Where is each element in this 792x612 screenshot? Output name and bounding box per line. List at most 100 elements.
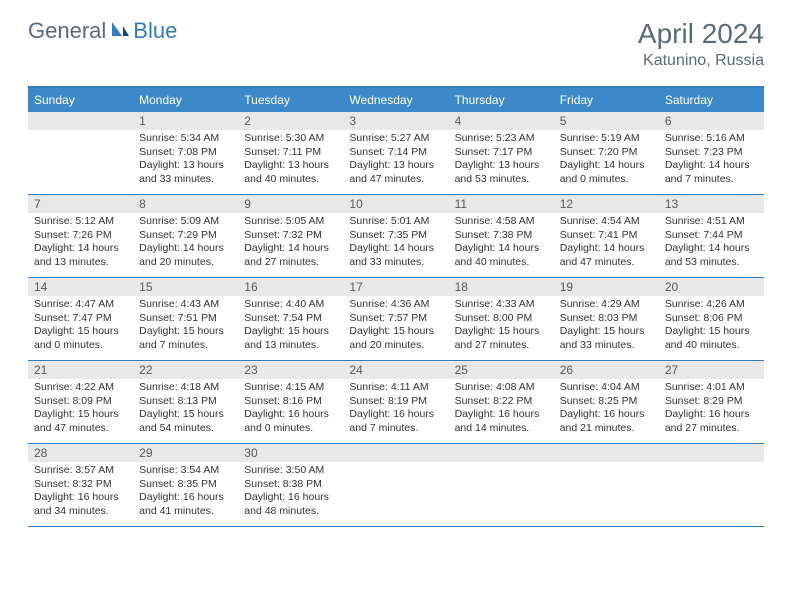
day-number: 3: [343, 112, 448, 130]
detail-line: Sunrise: 3:57 AM: [34, 464, 127, 478]
detail-line: Sunrise: 5:01 AM: [349, 215, 442, 229]
detail-line: Daylight: 14 hours and 47 minutes.: [560, 242, 653, 269]
day-cell: 29Sunrise: 3:54 AMSunset: 8:35 PMDayligh…: [133, 444, 238, 526]
week-row: 28Sunrise: 3:57 AMSunset: 8:32 PMDayligh…: [28, 444, 764, 527]
detail-line: Daylight: 13 hours and 53 minutes.: [455, 159, 548, 186]
day-number: 15: [133, 278, 238, 296]
day-cell: 11Sunrise: 4:58 AMSunset: 7:38 PMDayligh…: [449, 195, 554, 277]
day-details: Sunrise: 4:18 AMSunset: 8:13 PMDaylight:…: [133, 379, 238, 436]
detail-line: Daylight: 14 hours and 20 minutes.: [139, 242, 232, 269]
day-details: [449, 462, 554, 464]
weekday-wed: Wednesday: [343, 88, 448, 112]
day-number: 7: [28, 195, 133, 213]
detail-line: Sunset: 7:32 PM: [244, 229, 337, 243]
detail-line: Sunset: 8:25 PM: [560, 395, 653, 409]
day-details: Sunrise: 5:12 AMSunset: 7:26 PMDaylight:…: [28, 213, 133, 270]
detail-line: Sunset: 7:08 PM: [139, 146, 232, 160]
detail-line: Daylight: 15 hours and 0 minutes.: [34, 325, 127, 352]
day-cell: 19Sunrise: 4:29 AMSunset: 8:03 PMDayligh…: [554, 278, 659, 360]
day-details: Sunrise: 4:36 AMSunset: 7:57 PMDaylight:…: [343, 296, 448, 353]
detail-line: Sunset: 8:32 PM: [34, 478, 127, 492]
day-number: 20: [659, 278, 764, 296]
detail-line: Sunset: 8:13 PM: [139, 395, 232, 409]
detail-line: Daylight: 15 hours and 27 minutes.: [455, 325, 548, 352]
day-number: 30: [238, 444, 343, 462]
day-details: Sunrise: 3:54 AMSunset: 8:35 PMDaylight:…: [133, 462, 238, 519]
day-cell: 21Sunrise: 4:22 AMSunset: 8:09 PMDayligh…: [28, 361, 133, 443]
day-cell: 14Sunrise: 4:47 AMSunset: 7:47 PMDayligh…: [28, 278, 133, 360]
day-details: Sunrise: 4:26 AMSunset: 8:06 PMDaylight:…: [659, 296, 764, 353]
day-details: Sunrise: 4:08 AMSunset: 8:22 PMDaylight:…: [449, 379, 554, 436]
detail-line: Sunrise: 4:08 AM: [455, 381, 548, 395]
week-row: 1Sunrise: 5:34 AMSunset: 7:08 PMDaylight…: [28, 112, 764, 195]
day-details: Sunrise: 3:57 AMSunset: 8:32 PMDaylight:…: [28, 462, 133, 519]
day-cell: [659, 444, 764, 526]
day-number: 9: [238, 195, 343, 213]
day-details: [343, 462, 448, 464]
day-number: [343, 444, 448, 462]
day-number: 14: [28, 278, 133, 296]
detail-line: Daylight: 15 hours and 7 minutes.: [139, 325, 232, 352]
day-cell: [28, 112, 133, 194]
day-number: [28, 112, 133, 130]
day-details: Sunrise: 5:16 AMSunset: 7:23 PMDaylight:…: [659, 130, 764, 187]
detail-line: Sunset: 8:29 PM: [665, 395, 758, 409]
day-details: [659, 462, 764, 464]
weekday-mon: Monday: [133, 88, 238, 112]
detail-line: Sunset: 7:44 PM: [665, 229, 758, 243]
day-details: Sunrise: 4:22 AMSunset: 8:09 PMDaylight:…: [28, 379, 133, 436]
detail-line: Daylight: 16 hours and 0 minutes.: [244, 408, 337, 435]
calendar-grid: Sunday Monday Tuesday Wednesday Thursday…: [28, 86, 764, 527]
day-number: [659, 444, 764, 462]
day-cell: [554, 444, 659, 526]
detail-line: Sunset: 8:06 PM: [665, 312, 758, 326]
detail-line: Daylight: 14 hours and 33 minutes.: [349, 242, 442, 269]
detail-line: Daylight: 16 hours and 21 minutes.: [560, 408, 653, 435]
day-cell: 13Sunrise: 4:51 AMSunset: 7:44 PMDayligh…: [659, 195, 764, 277]
detail-line: Sunrise: 5:16 AM: [665, 132, 758, 146]
detail-line: Sunrise: 4:15 AM: [244, 381, 337, 395]
detail-line: Daylight: 16 hours and 14 minutes.: [455, 408, 548, 435]
day-details: Sunrise: 5:27 AMSunset: 7:14 PMDaylight:…: [343, 130, 448, 187]
page-title: April 2024: [638, 18, 764, 50]
detail-line: Sunset: 7:17 PM: [455, 146, 548, 160]
day-number: 26: [554, 361, 659, 379]
day-number: 16: [238, 278, 343, 296]
detail-line: Sunrise: 4:54 AM: [560, 215, 653, 229]
detail-line: Sunrise: 5:30 AM: [244, 132, 337, 146]
day-cell: 23Sunrise: 4:15 AMSunset: 8:16 PMDayligh…: [238, 361, 343, 443]
day-number: 2: [238, 112, 343, 130]
weekday-sun: Sunday: [28, 88, 133, 112]
day-number: [449, 444, 554, 462]
day-cell: 22Sunrise: 4:18 AMSunset: 8:13 PMDayligh…: [133, 361, 238, 443]
detail-line: Daylight: 14 hours and 13 minutes.: [34, 242, 127, 269]
detail-line: Daylight: 16 hours and 34 minutes.: [34, 491, 127, 518]
day-details: Sunrise: 4:43 AMSunset: 7:51 PMDaylight:…: [133, 296, 238, 353]
weekday-thu: Thursday: [449, 88, 554, 112]
day-details: [554, 462, 659, 464]
detail-line: Sunset: 7:47 PM: [34, 312, 127, 326]
day-cell: 7Sunrise: 5:12 AMSunset: 7:26 PMDaylight…: [28, 195, 133, 277]
day-cell: 26Sunrise: 4:04 AMSunset: 8:25 PMDayligh…: [554, 361, 659, 443]
detail-line: Daylight: 14 hours and 0 minutes.: [560, 159, 653, 186]
day-details: Sunrise: 5:05 AMSunset: 7:32 PMDaylight:…: [238, 213, 343, 270]
detail-line: Sunrise: 4:36 AM: [349, 298, 442, 312]
day-cell: 20Sunrise: 4:26 AMSunset: 8:06 PMDayligh…: [659, 278, 764, 360]
week-row: 7Sunrise: 5:12 AMSunset: 7:26 PMDaylight…: [28, 195, 764, 278]
detail-line: Sunrise: 3:54 AM: [139, 464, 232, 478]
location-label: Katunino, Russia: [638, 52, 764, 70]
detail-line: Sunrise: 5:09 AM: [139, 215, 232, 229]
day-details: Sunrise: 4:29 AMSunset: 8:03 PMDaylight:…: [554, 296, 659, 353]
detail-line: Daylight: 15 hours and 33 minutes.: [560, 325, 653, 352]
day-cell: 10Sunrise: 5:01 AMSunset: 7:35 PMDayligh…: [343, 195, 448, 277]
detail-line: Daylight: 14 hours and 53 minutes.: [665, 242, 758, 269]
day-number: 25: [449, 361, 554, 379]
detail-line: Sunrise: 4:18 AM: [139, 381, 232, 395]
detail-line: Sunset: 8:19 PM: [349, 395, 442, 409]
detail-line: Sunrise: 3:50 AM: [244, 464, 337, 478]
day-cell: 8Sunrise: 5:09 AMSunset: 7:29 PMDaylight…: [133, 195, 238, 277]
logo-sail-icon: [110, 20, 130, 43]
detail-line: Sunrise: 4:29 AM: [560, 298, 653, 312]
detail-line: Sunrise: 5:27 AM: [349, 132, 442, 146]
detail-line: Daylight: 15 hours and 54 minutes.: [139, 408, 232, 435]
